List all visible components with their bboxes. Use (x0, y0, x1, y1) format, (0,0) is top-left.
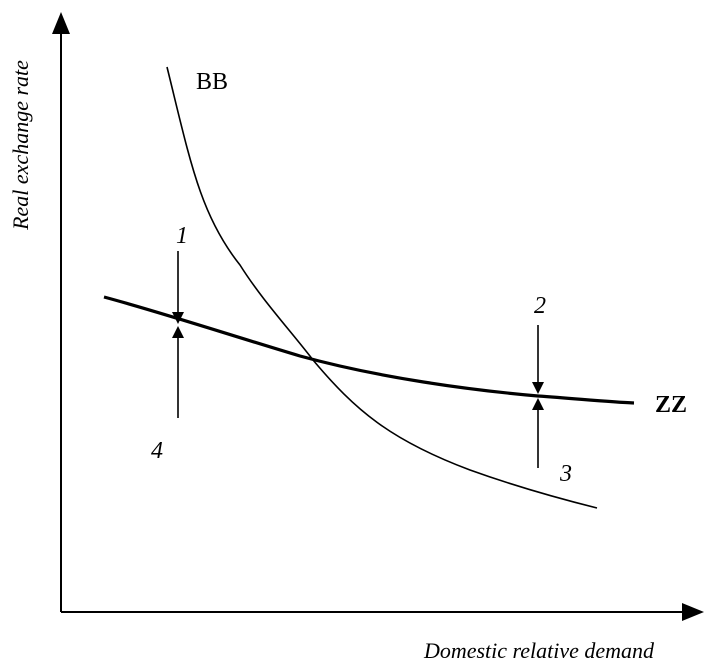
y-axis-label: Real exchange rate (8, 60, 33, 231)
point-2-label: 2 (534, 293, 546, 319)
y-axis-arrowhead (52, 12, 70, 34)
zz-curve (103, 295, 635, 405)
zz-curve-label: ZZ (655, 392, 687, 418)
point-1-label: 1 (176, 223, 188, 249)
arrow-4-head (172, 326, 184, 338)
point-4-label: 4 (151, 438, 163, 464)
x-axis-arrowhead (682, 603, 704, 621)
point-3-label: 3 (559, 461, 572, 487)
x-axis-label: Domestic relative demand (423, 638, 655, 661)
arrow-1-head (172, 312, 184, 324)
bb-curve-label: BB (196, 69, 228, 95)
bb-curve (166, 66, 598, 509)
arrow-2-head (532, 382, 544, 394)
arrow-3-head (532, 398, 544, 410)
